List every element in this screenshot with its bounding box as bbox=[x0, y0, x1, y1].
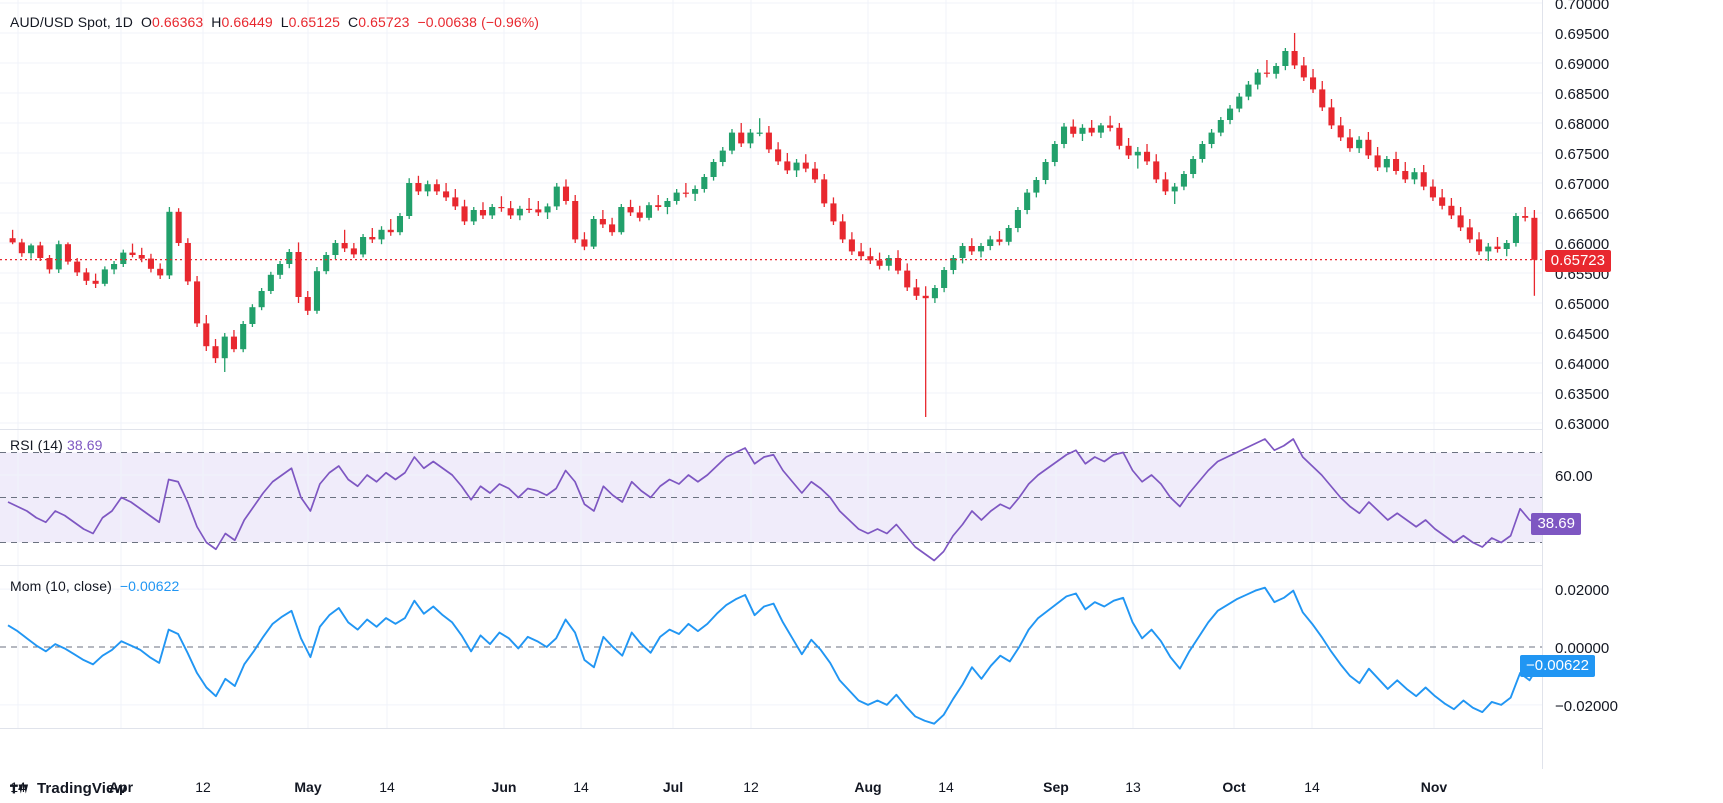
momentum-plot-svg bbox=[0, 566, 1543, 728]
momentum-value-badge: −0.00622 bbox=[1520, 654, 1595, 678]
momentum-axis-tick: 0.02000 bbox=[1555, 582, 1610, 600]
open-value: 0.66363 bbox=[151, 14, 204, 30]
momentum-pane[interactable]: Mom (10, close) −0.00622 bbox=[0, 566, 1543, 729]
time-axis-tick: 14 bbox=[938, 779, 954, 795]
price-axis-tick: 0.65000 bbox=[1555, 296, 1610, 313]
price-axis-tick: 0.68500 bbox=[1555, 86, 1610, 103]
price-candles-svg bbox=[0, 0, 1543, 429]
price-axis-tick: 0.67000 bbox=[1555, 176, 1610, 193]
time-axis-tick: Nov bbox=[1420, 779, 1448, 795]
price-pane[interactable]: AUD/USD Spot, 1D O0.66363 H0.66449 L0.65… bbox=[0, 0, 1543, 430]
open-label: O bbox=[140, 14, 152, 30]
symbol-label: AUD/USD Spot, 1D bbox=[10, 14, 133, 30]
price-axis-tick: 0.64000 bbox=[1555, 356, 1610, 373]
low-value: 0.65125 bbox=[288, 14, 340, 30]
time-axis-tick: May bbox=[294, 779, 322, 795]
price-axis-tick: 0.63000 bbox=[1555, 416, 1610, 433]
time-axis[interactable]: 14 Apr 12 May 14 Jun 14 Jul 12 Aug 14 Sep 13 Oct 14 Nov bbox=[0, 769, 1543, 803]
price-axis[interactable]: 0.70000 0.69500 0.69000 0.68500 0.68000 0.675… bbox=[1542, 0, 1723, 769]
time-axis-tick: 13 bbox=[1125, 779, 1141, 795]
tradingview-branding[interactable]: TradingView bbox=[10, 780, 126, 797]
time-axis-tick: Jul bbox=[662, 779, 684, 795]
change-value: −0.00638 bbox=[417, 14, 478, 30]
rsi-legend[interactable]: RSI (14) 38.69 bbox=[10, 437, 102, 453]
low-label: L bbox=[280, 14, 289, 30]
price-axis-tick: 0.66000 bbox=[1555, 236, 1610, 253]
time-axis-tick: Jun bbox=[491, 779, 517, 795]
momentum-legend[interactable]: Mom (10, close) −0.00622 bbox=[10, 578, 179, 594]
close-label: C bbox=[347, 14, 359, 30]
rsi-plot-svg bbox=[0, 430, 1543, 565]
momentum-axis-tick: −0.02000 bbox=[1555, 697, 1618, 715]
momentum-axis-tick: 0.00000 bbox=[1555, 640, 1610, 657]
last-price-badge: 0.65723 bbox=[1544, 249, 1611, 272]
price-axis-tick: 0.69500 bbox=[1555, 26, 1610, 43]
tradingview-logo-text: TradingView bbox=[37, 780, 127, 797]
price-axis-tick: 0.66500 bbox=[1555, 206, 1610, 223]
time-axis-tick: 14 bbox=[573, 779, 589, 795]
change-percent: (−0.96%) bbox=[481, 14, 540, 30]
rsi-pane[interactable]: RSI (14) 38.69 bbox=[0, 430, 1543, 566]
time-axis-tick: Sep bbox=[1043, 779, 1069, 795]
time-axis-tick: 12 bbox=[743, 779, 759, 795]
price-axis-tick: 0.70000 bbox=[1555, 0, 1610, 13]
price-axis-tick: 0.67500 bbox=[1555, 146, 1610, 163]
time-axis-tick: 12 bbox=[195, 779, 211, 795]
rsi-axis-tick: 60.00 bbox=[1555, 468, 1593, 485]
momentum-name: Mom (10, close) bbox=[10, 578, 112, 594]
price-axis-tick: 0.69000 bbox=[1555, 56, 1610, 73]
time-axis-tick: Oct bbox=[1222, 779, 1246, 795]
time-axis-tick: 14 bbox=[1304, 779, 1320, 795]
high-value: 0.66449 bbox=[221, 14, 273, 30]
tradingview-logo-icon bbox=[10, 784, 29, 793]
price-axis-tick: 0.68000 bbox=[1555, 116, 1610, 133]
price-axis-tick: 0.64500 bbox=[1555, 326, 1610, 343]
time-axis-tick: 14 bbox=[379, 779, 395, 795]
time-axis-tick: Apr bbox=[108, 779, 134, 795]
close-value: 0.65723 bbox=[358, 14, 410, 30]
price-legend[interactable]: AUD/USD Spot, 1D O0.66363 H0.66449 L0.65… bbox=[10, 14, 539, 30]
high-label: H bbox=[211, 14, 222, 30]
price-axis-tick: 0.63500 bbox=[1555, 386, 1610, 403]
rsi-value: 38.69 bbox=[66, 437, 103, 453]
time-axis-tick: Aug bbox=[854, 779, 882, 795]
rsi-name: RSI (14) bbox=[10, 437, 63, 453]
rsi-value-badge: 38.69 bbox=[1531, 512, 1581, 536]
momentum-value: −0.00622 bbox=[119, 578, 180, 594]
